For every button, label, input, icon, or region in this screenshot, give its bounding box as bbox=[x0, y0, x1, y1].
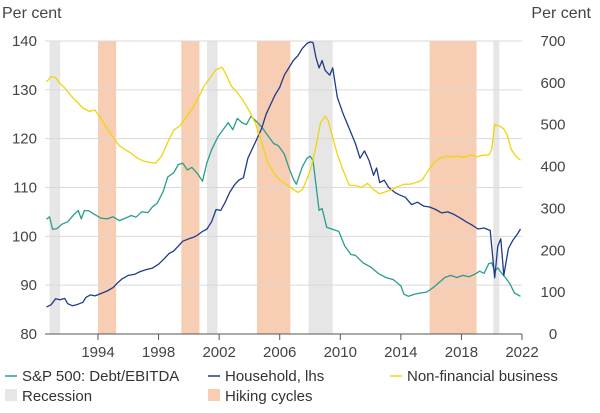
left-axis-ticks: 80 90 100 110 120 130 140 bbox=[12, 33, 37, 343]
x-tick-label: 1994 bbox=[81, 344, 114, 361]
series-lines bbox=[46, 41, 522, 308]
series-line-2 bbox=[46, 41, 522, 308]
x-tick-label: 2022 bbox=[505, 344, 538, 361]
series-line-3 bbox=[46, 66, 521, 195]
left-tick-label: 140 bbox=[12, 33, 37, 50]
x-tick-label: 2018 bbox=[445, 344, 478, 361]
legend-label: Non-financial business bbox=[407, 368, 558, 385]
legend-swatch bbox=[208, 389, 220, 401]
left-tick-label: 80 bbox=[20, 326, 37, 343]
x-tick-label: 2002 bbox=[202, 344, 235, 361]
right-tick-label: 100 bbox=[540, 284, 565, 301]
left-tick-label: 110 bbox=[13, 180, 37, 197]
left-tick-label: 90 bbox=[20, 277, 37, 294]
left-tick-label: 130 bbox=[12, 82, 37, 99]
left-tick-label: 120 bbox=[12, 131, 37, 148]
right-tick-label: 500 bbox=[540, 117, 565, 134]
right-axis-unit: Per cent bbox=[531, 5, 591, 22]
x-axis: 1994 1998 2002 2006 2010 2014 2018 2022 bbox=[45, 333, 539, 361]
right-tick-label: 0 bbox=[549, 326, 557, 343]
legend: S&P 500: Debt/EBITDA Household, lhs Non-fi… bbox=[5, 368, 558, 405]
x-tick-label: 1998 bbox=[142, 344, 175, 361]
right-tick-label: 200 bbox=[540, 242, 565, 259]
x-tick-label: 2010 bbox=[324, 344, 357, 361]
legend-label: Recession bbox=[22, 388, 92, 405]
legend-label: Hiking cycles bbox=[225, 388, 313, 405]
legend-label: S&P 500: Debt/EBITDA bbox=[22, 368, 179, 385]
x-tick-label: 2006 bbox=[263, 344, 296, 361]
gridlines bbox=[45, 40, 522, 286]
legend-swatch bbox=[5, 389, 17, 401]
series-line-1 bbox=[46, 115, 521, 297]
right-tick-label: 700 bbox=[540, 33, 565, 50]
right-tick-label: 600 bbox=[540, 75, 565, 92]
right-tick-label: 300 bbox=[540, 200, 565, 217]
x-tick-label: 2014 bbox=[384, 344, 417, 361]
left-axis-unit: Per cent bbox=[2, 5, 62, 22]
right-tick-label: 400 bbox=[540, 159, 565, 176]
legend-label: Household, lhs bbox=[225, 368, 324, 385]
right-axis-ticks: 0 100 200 300 400 500 600 700 bbox=[540, 33, 565, 343]
left-tick-label: 100 bbox=[12, 228, 37, 245]
